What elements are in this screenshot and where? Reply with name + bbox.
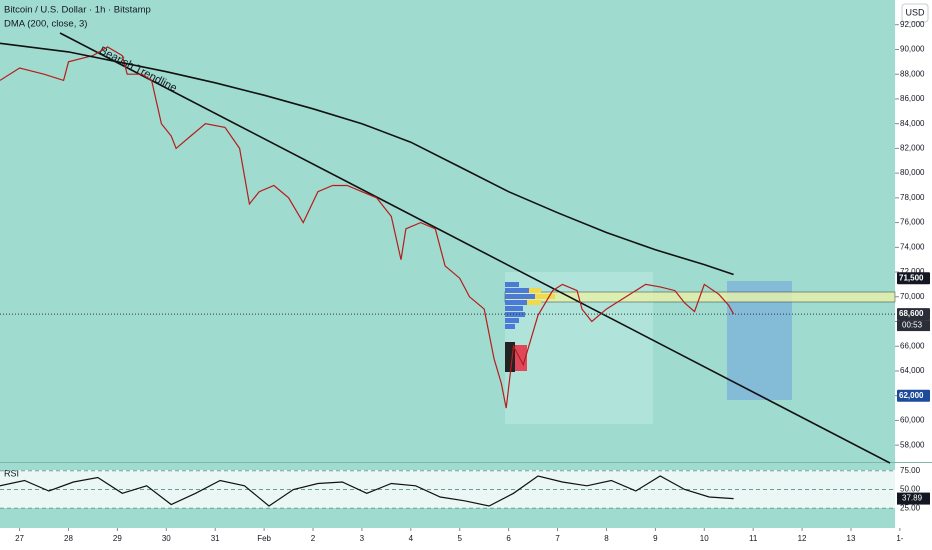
rsi-tag-label: 37.89 bbox=[902, 494, 923, 503]
x-tick-label: 30 bbox=[162, 534, 171, 543]
x-tick-label: 3 bbox=[360, 534, 365, 543]
x-tick-label: 7 bbox=[555, 534, 560, 543]
currency-label[interactable]: USD bbox=[905, 7, 925, 17]
y-tick-label: 80,000 bbox=[900, 168, 925, 177]
x-tick-label: 28 bbox=[64, 534, 73, 543]
y-tick-label: 60,000 bbox=[900, 416, 925, 425]
price-tag-label: 68,600 bbox=[899, 309, 924, 318]
x-tick-label: 9 bbox=[653, 534, 658, 543]
price-tag bbox=[897, 272, 930, 285]
x-tick-label: 1- bbox=[896, 534, 903, 543]
x-tick-label: 12 bbox=[798, 534, 807, 543]
y-tick-label: 64,000 bbox=[900, 366, 925, 375]
currency-button[interactable] bbox=[901, 3, 929, 23]
x-tick-label: 29 bbox=[113, 534, 122, 543]
rsi-tick-label: 50.00 bbox=[900, 485, 921, 494]
price-tag-label: 62,000 bbox=[899, 391, 924, 400]
y-tick-label: 76,000 bbox=[900, 218, 925, 227]
price-tag bbox=[897, 389, 930, 402]
x-tick-label: 4 bbox=[409, 534, 414, 543]
x-tick-label: 6 bbox=[506, 534, 511, 543]
x-tick-label: 13 bbox=[847, 534, 856, 543]
y-tick-label: 72,000 bbox=[900, 267, 925, 276]
countdown-label: 00:53 bbox=[902, 321, 923, 330]
y-tick-label: 58,000 bbox=[900, 440, 925, 449]
rsi-line bbox=[0, 475, 734, 507]
rsi-label: RSI bbox=[4, 468, 19, 478]
y-tick-label: 82,000 bbox=[900, 143, 925, 152]
indicator-label: DMA (200, close, 3) bbox=[4, 19, 87, 30]
y-tick-label: 70,000 bbox=[900, 292, 925, 301]
price-tag bbox=[897, 308, 930, 321]
rsi-tick-label: 75.00 bbox=[900, 466, 921, 475]
rsi-tag bbox=[897, 492, 930, 505]
dma-line bbox=[0, 42, 734, 276]
rsi-tick-label: 25.00 bbox=[900, 503, 921, 512]
y-tick-label: 66,000 bbox=[900, 341, 925, 350]
y-tick-label: 74,000 bbox=[900, 242, 925, 251]
x-tick-label: 11 bbox=[749, 534, 758, 543]
countdown-tag bbox=[897, 320, 930, 332]
y-tick-label: 92,000 bbox=[900, 20, 925, 29]
trendline bbox=[59, 32, 891, 464]
x-tick-label: 2 bbox=[311, 534, 316, 543]
y-tick-label: 86,000 bbox=[900, 94, 925, 103]
x-tick-label: 5 bbox=[458, 534, 463, 543]
price-line bbox=[0, 46, 735, 409]
x-tick-label: Feb bbox=[257, 534, 271, 543]
chart-title: Bitcoin / U.S. Dollar · 1h · Bitstamp bbox=[4, 5, 151, 16]
time-axis bbox=[0, 528, 895, 550]
x-tick-label: 10 bbox=[700, 534, 709, 543]
y-tick-label: 78,000 bbox=[900, 193, 925, 202]
x-tick-label: 31 bbox=[211, 534, 220, 543]
x-tick-label: 8 bbox=[604, 534, 609, 543]
x-tick-label: 27 bbox=[15, 534, 24, 543]
y-tick-label: 88,000 bbox=[900, 69, 925, 78]
y-tick-label: 84,000 bbox=[900, 119, 925, 128]
y-tick-label: 90,000 bbox=[900, 45, 925, 54]
price-tag-label: 71,500 bbox=[899, 273, 924, 282]
